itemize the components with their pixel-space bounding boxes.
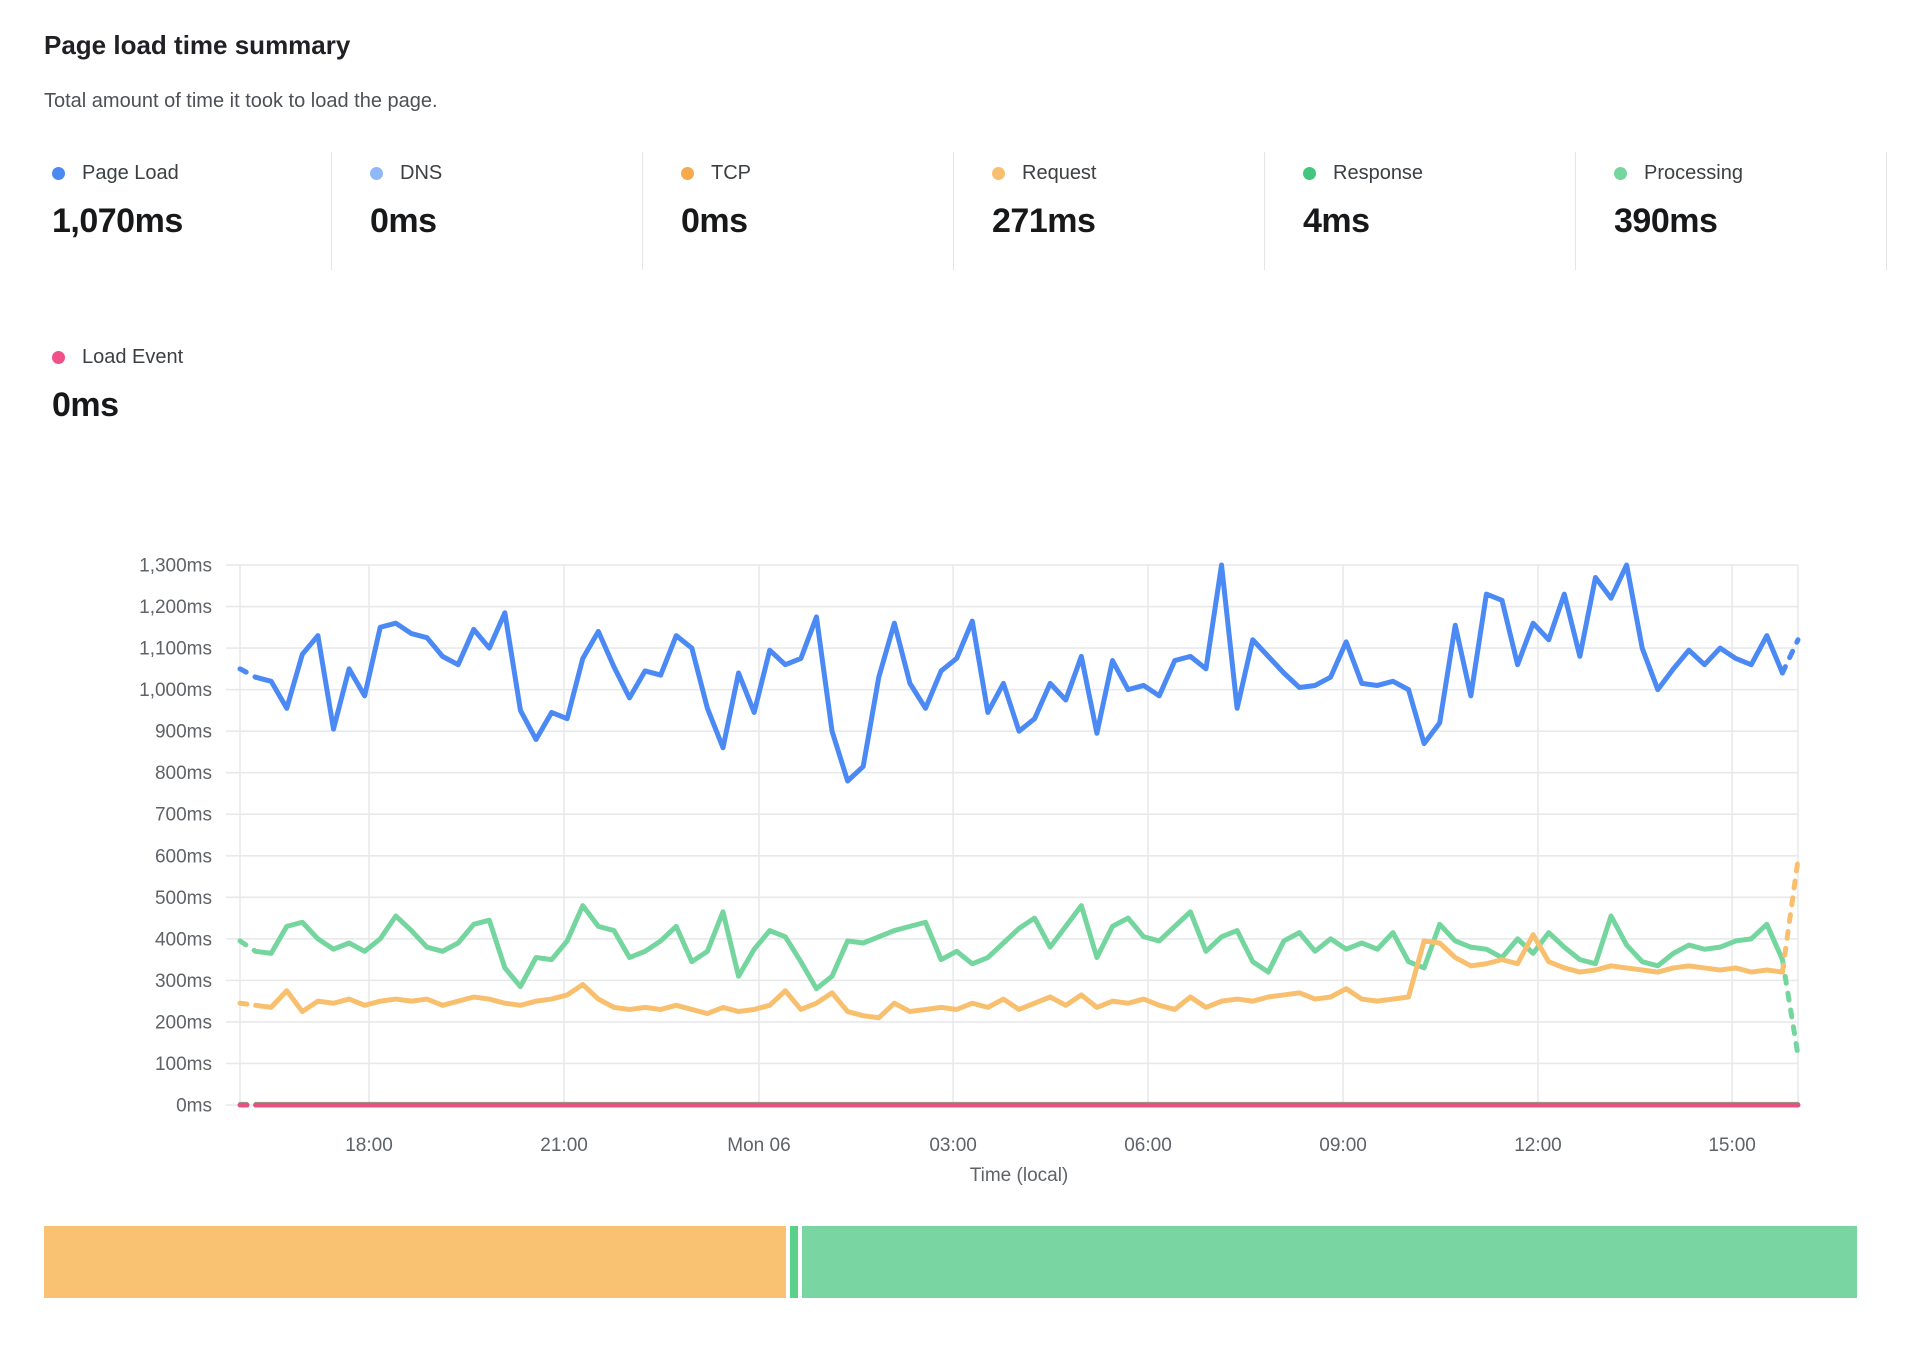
status-timeline-bar	[44, 1226, 1866, 1298]
x-axis-title: Time (local)	[970, 1165, 1069, 1186]
metric-value: 271ms	[992, 202, 1096, 240]
series-request-dash-tail	[1779, 857, 1801, 975]
bar-segment-gap	[785, 1226, 790, 1298]
series-processing-dash-tail	[1779, 957, 1801, 1058]
metric-label: Load Event	[82, 345, 184, 368]
metric-value: 0ms	[370, 202, 437, 240]
series-request-dash-head	[237, 1000, 259, 1008]
bar-segment-degraded-orange	[44, 1226, 786, 1298]
metric-label: Request	[1022, 161, 1097, 184]
y-tick-label: 900ms	[155, 722, 212, 743]
metric-label: Page Load	[82, 161, 179, 184]
metric-response: Response 4ms	[1265, 152, 1576, 270]
bar-segment-gap	[797, 1226, 802, 1298]
y-tick-label: 700ms	[155, 805, 212, 826]
y-tick-label: 1,100ms	[139, 639, 212, 660]
x-tick-label: 03:00	[929, 1135, 977, 1156]
bar-segment-ok-green-sliver	[789, 1226, 798, 1298]
metric-label: TCP	[711, 161, 751, 184]
x-tick-label: Mon 06	[727, 1135, 790, 1156]
y-tick-label: 1,000ms	[139, 680, 212, 701]
x-tick-label: 09:00	[1319, 1135, 1367, 1156]
y-tick-label: 300ms	[155, 971, 212, 992]
series-page-load-dash-tail	[1779, 637, 1801, 676]
y-tick-label: 100ms	[155, 1054, 212, 1075]
metric-value: 1,070ms	[52, 202, 183, 240]
dns-legend-dot	[370, 166, 383, 180]
metric-label: Processing	[1644, 161, 1743, 184]
x-tick-label: 12:00	[1514, 1135, 1562, 1156]
y-tick-label: 0ms	[176, 1096, 212, 1117]
x-tick-label: 15:00	[1708, 1135, 1756, 1156]
metrics-row-2: Load Event 0ms	[44, 336, 183, 425]
bar-segment-ok-green	[801, 1226, 1857, 1298]
request-legend-dot	[992, 166, 1005, 180]
processing-legend-dot	[1614, 166, 1627, 180]
page-load-legend-dot	[52, 166, 65, 180]
y-tick-label: 800ms	[155, 763, 212, 784]
x-tick-label: 21:00	[540, 1135, 588, 1156]
metric-value: 0ms	[681, 202, 748, 240]
series-page-load-dash-head	[237, 666, 259, 680]
y-tick-label: 200ms	[155, 1012, 212, 1033]
series-page-load	[253, 562, 1785, 784]
x-tick-label: 06:00	[1124, 1135, 1172, 1156]
series-request	[253, 932, 1785, 1021]
load-time-line-chart: 0ms 100ms 200ms 300ms 400ms 500ms 600ms 700ms 80…	[139, 556, 1801, 1186]
metrics-row: Page Load 1,070ms DNS 0ms TCP 0ms Reques…	[44, 152, 1887, 270]
y-tick-label: 1,200ms	[139, 597, 212, 618]
metric-value: 0ms	[52, 386, 119, 424]
metric-label: DNS	[400, 161, 443, 184]
page-title: Page load time summary	[44, 30, 351, 60]
y-tick-label: 500ms	[155, 888, 212, 909]
metric-request: Request 271ms	[954, 152, 1265, 270]
metric-tcp: TCP 0ms	[643, 152, 954, 270]
load-event-legend-dot	[52, 350, 65, 364]
metric-load-event: Load Event 0ms	[44, 344, 183, 425]
metric-value: 390ms	[1614, 202, 1718, 240]
metric-value: 4ms	[1303, 202, 1370, 240]
metric-processing: Processing 390ms	[1576, 152, 1887, 270]
y-tick-label: 600ms	[155, 846, 212, 867]
series-processing	[253, 903, 1785, 992]
page-subtitle: Total amount of time it took to load the…	[44, 90, 438, 112]
series-processing-dash-head	[237, 938, 259, 954]
metric-page-load: Page Load 1,070ms	[44, 152, 332, 270]
x-tick-label: 18:00	[345, 1135, 393, 1156]
metric-label: Response	[1333, 161, 1424, 184]
tcp-legend-dot	[681, 166, 694, 180]
metric-dns: DNS 0ms	[332, 152, 643, 270]
response-legend-dot	[1303, 166, 1316, 180]
y-tick-label: 1,300ms	[139, 556, 212, 577]
y-tick-label: 400ms	[155, 929, 212, 950]
